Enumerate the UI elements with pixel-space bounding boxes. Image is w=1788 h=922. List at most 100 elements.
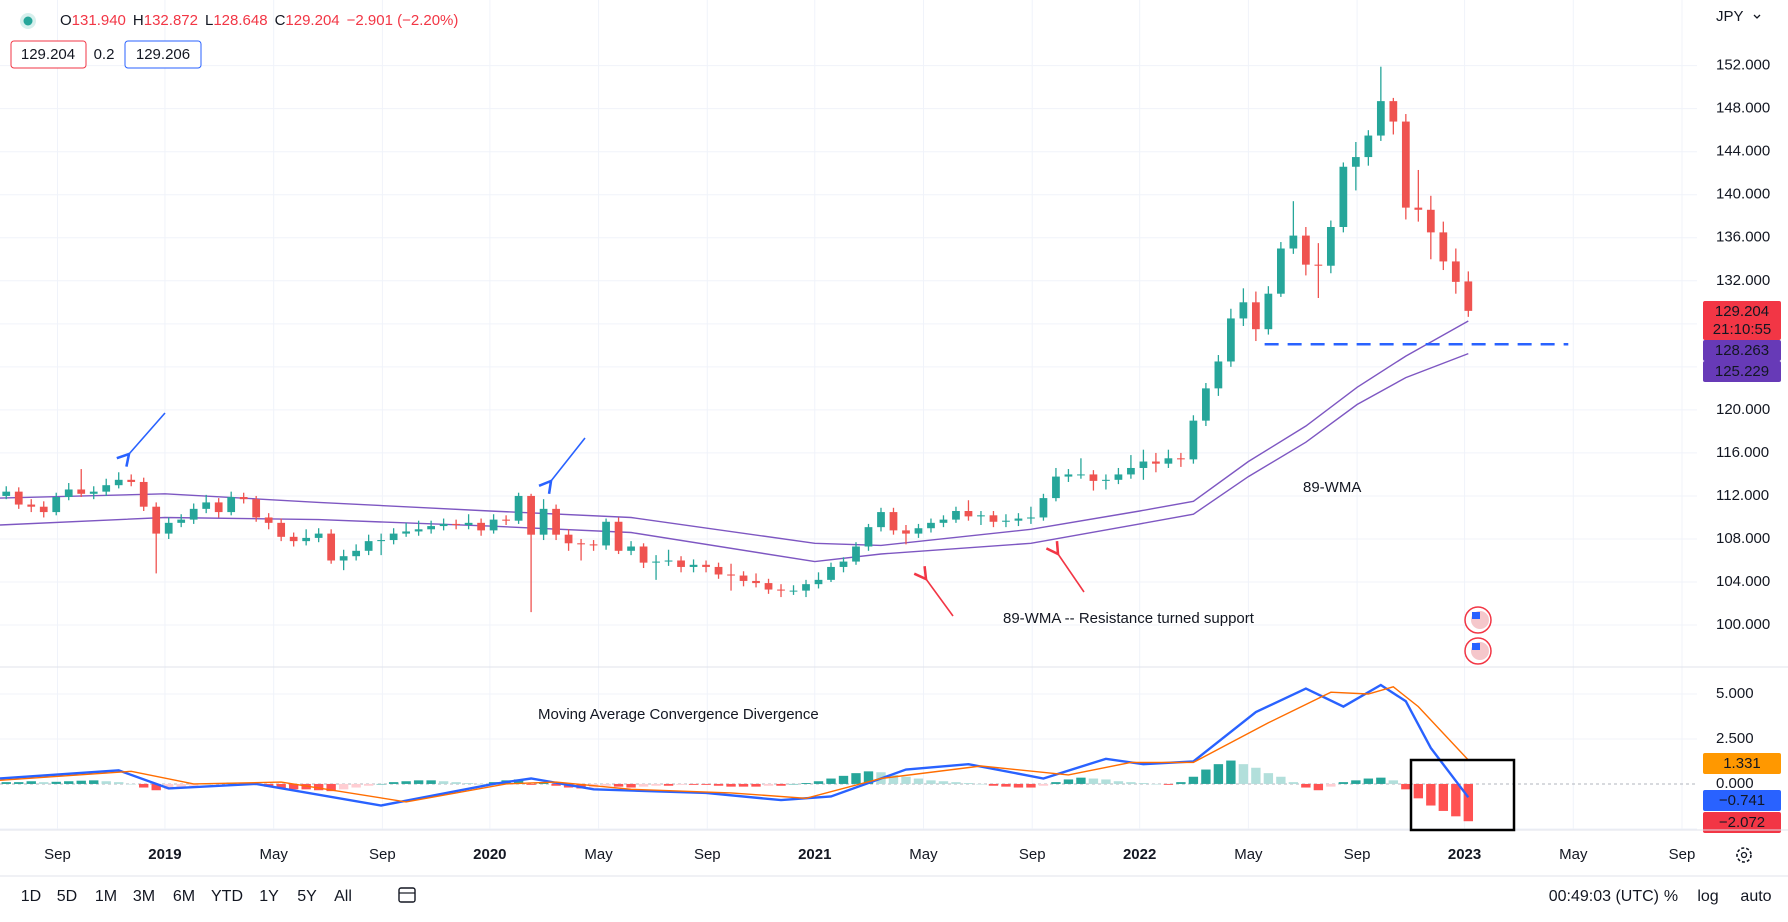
range-button[interactable]: 3M — [133, 888, 155, 905]
candle-body — [927, 522, 935, 529]
calendar-icon[interactable] — [398, 887, 416, 903]
histogram-bar — [1151, 783, 1161, 785]
histogram-bar — [26, 781, 36, 784]
currency[interactable]: JPY — [1716, 8, 1744, 25]
histogram-bar — [676, 783, 686, 785]
candle-body — [389, 533, 398, 541]
histogram-bar — [738, 783, 749, 787]
histogram-bar — [613, 783, 624, 787]
scale-button[interactable]: log — [1697, 888, 1718, 905]
range-button[interactable]: 1D — [21, 888, 41, 905]
settings-icon[interactable] — [1740, 851, 1748, 859]
x-tick-label: 2021 — [798, 846, 831, 863]
histogram-bar — [1388, 780, 1399, 784]
event-flag[interactable] — [1464, 606, 1492, 665]
histogram-bar — [1126, 782, 1136, 784]
candle-body — [2, 491, 11, 496]
candle-body — [1401, 121, 1410, 208]
candle-body — [602, 521, 610, 546]
candle-body — [527, 495, 535, 535]
y-tick-label: 116.000 — [1716, 444, 1769, 461]
histogram-bar — [1413, 783, 1424, 799]
clock[interactable]: 00:49:03 (UTC) — [1549, 888, 1659, 905]
y-tick-label: 108.000 — [1716, 530, 1770, 547]
histogram-bar — [813, 781, 824, 784]
histogram-bar — [938, 781, 949, 784]
candle-body — [239, 497, 248, 500]
legend-change: −2.901 (−2.20%) — [347, 12, 459, 29]
candle-body — [739, 575, 748, 581]
range-button[interactable]: 6M — [173, 888, 195, 905]
candle-body — [327, 533, 336, 561]
histogram-bar — [39, 782, 49, 784]
histogram-bar — [663, 783, 674, 786]
candle-body — [1039, 498, 1048, 518]
range-button[interactable]: YTD — [211, 888, 243, 905]
histogram-bar — [826, 778, 836, 784]
legend-value: 128.648 — [213, 12, 267, 29]
y-tick-label: 2.500 — [1716, 730, 1754, 747]
candle-body — [452, 523, 460, 525]
candle-body — [977, 515, 985, 517]
x-tick-label: 2020 — [473, 846, 506, 863]
histogram-bar — [313, 783, 324, 791]
candle-body — [89, 491, 98, 494]
status-dot — [23, 16, 33, 26]
histogram-bar — [1451, 783, 1461, 817]
histogram-bar — [351, 783, 361, 788]
candle-body — [102, 485, 111, 492]
candle-body — [814, 579, 823, 585]
histogram-bar — [1188, 776, 1199, 784]
candle-body — [1326, 226, 1335, 266]
histogram-bar — [838, 775, 849, 784]
candle-body — [702, 564, 710, 567]
candle-body — [677, 560, 685, 567]
histogram-bar — [1401, 783, 1411, 790]
value-tag-label: 1.331 — [1723, 755, 1761, 772]
candle-body — [1027, 517, 1035, 519]
settings-icon[interactable] — [1736, 847, 1752, 863]
range-button[interactable]: 1Y — [259, 888, 279, 905]
candle-body — [1289, 235, 1298, 249]
line — [0, 686, 1469, 803]
histogram-bar — [1226, 760, 1236, 784]
x-tick-label: Sep — [369, 846, 396, 863]
range-button[interactable]: All — [334, 888, 352, 905]
range-button[interactable]: 5D — [57, 888, 77, 905]
candle-body — [789, 590, 798, 592]
scale-button[interactable]: % — [1664, 888, 1678, 905]
grid — [0, 0, 1697, 830]
candle-body — [114, 479, 123, 486]
candle-body — [1451, 261, 1460, 282]
arrow — [1045, 541, 1085, 593]
legend-key: L — [205, 12, 213, 29]
histogram-bar — [413, 780, 424, 784]
candle-body — [127, 479, 136, 482]
candle-body — [1227, 318, 1235, 362]
histogram-bar — [863, 771, 874, 784]
histogram-bar — [513, 779, 524, 784]
histogram-bar — [888, 774, 899, 784]
histogram-bar — [476, 783, 486, 785]
x-tick-label: May — [1234, 846, 1263, 863]
scale-button[interactable]: auto — [1740, 888, 1771, 905]
candle-body — [827, 566, 835, 580]
histogram-bar — [189, 783, 199, 786]
candle-body — [627, 546, 635, 551]
range-button[interactable]: 5Y — [297, 888, 317, 905]
histogram-bar — [651, 783, 661, 786]
candle-body — [277, 522, 286, 537]
range-button[interactable]: 1M — [95, 888, 117, 905]
currency-chevron[interactable] — [1753, 14, 1761, 19]
input-box — [124, 40, 202, 69]
histogram-bar — [1101, 779, 1111, 784]
histogram-bar — [363, 783, 374, 786]
candle-body — [1276, 248, 1285, 294]
y-tick-label: 120.000 — [1716, 401, 1770, 418]
histogram-bar — [151, 783, 161, 791]
y-tick-label: 104.000 — [1716, 573, 1770, 590]
histogram-bar — [751, 783, 761, 787]
candle-body — [1202, 388, 1210, 421]
histogram-bar — [1276, 776, 1286, 784]
histogram-bar — [388, 782, 399, 784]
